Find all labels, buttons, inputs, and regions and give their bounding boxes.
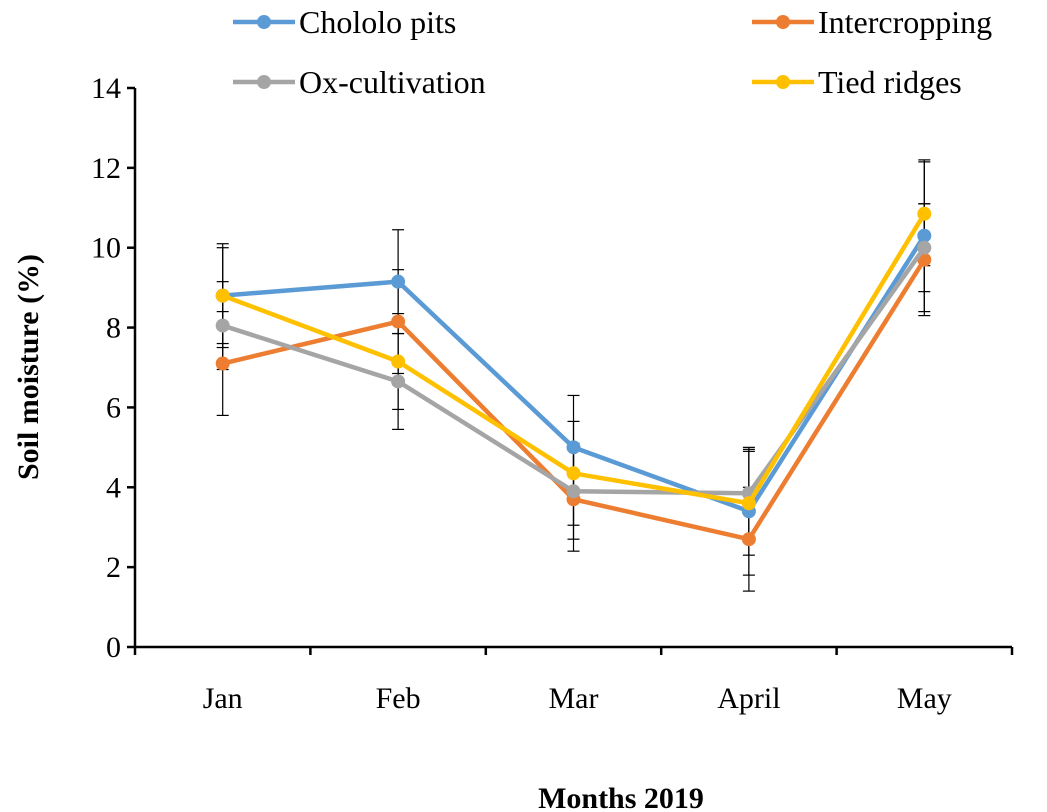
legend-swatch-marker — [776, 75, 790, 89]
y-tick-label: 4 — [106, 471, 121, 504]
y-tick-label: 12 — [91, 152, 121, 185]
data-point — [215, 288, 230, 303]
series-chololo-pits — [215, 228, 932, 519]
series-ox-cultivation — [215, 240, 932, 501]
data-point — [566, 440, 581, 455]
y-tick-label: 6 — [106, 391, 121, 424]
data-point — [741, 532, 756, 547]
y-tick-label: 8 — [106, 312, 121, 345]
legend-label: Intercropping — [818, 4, 992, 40]
y-tick-label: 2 — [106, 551, 121, 584]
data-point — [391, 354, 406, 369]
data-point — [566, 466, 581, 481]
series-group — [215, 206, 932, 547]
x-tick-label: Feb — [376, 682, 421, 715]
data-point — [391, 274, 406, 289]
data-point — [215, 356, 230, 371]
data-point — [215, 318, 230, 333]
legend-entry: Chololo pits — [233, 4, 456, 40]
y-axis-title: Soil moisture (%) — [12, 254, 45, 480]
x-tick-label: Mar — [549, 682, 599, 715]
data-point — [917, 228, 932, 243]
y-tick-label: 0 — [106, 631, 121, 664]
x-tick-label: April — [717, 682, 780, 715]
legend: Chololo pits Intercropping Ox-cultivation T… — [233, 4, 992, 100]
data-point — [741, 496, 756, 511]
legend-label: Chololo pits — [299, 4, 456, 40]
legend-entry: Tied ridges — [752, 64, 962, 100]
series-tied-ridges — [215, 206, 932, 511]
legend-swatch-marker — [257, 15, 271, 29]
error-bars — [216, 159, 931, 592]
y-tick-label: 10 — [91, 232, 121, 265]
data-point — [917, 206, 932, 221]
data-point — [917, 240, 932, 255]
x-tick-label: Jan — [203, 682, 243, 715]
series-intercropping — [215, 252, 932, 547]
x-tick-label: May — [897, 682, 952, 715]
data-point — [391, 374, 406, 389]
legend-entry: Intercropping — [752, 4, 992, 40]
legend-swatch-marker — [257, 75, 271, 89]
data-point — [391, 314, 406, 329]
x-axis-title: Months 2019 — [538, 782, 704, 812]
data-point — [566, 484, 581, 499]
legend-entry: Ox-cultivation — [233, 64, 486, 100]
y-tick-label: 14 — [91, 72, 121, 105]
axes: 0 2 4 6 8 10 12 14 Jan Feb Mar April May — [91, 72, 1014, 715]
legend-label: Ox-cultivation — [299, 64, 486, 100]
legend-swatch-marker — [776, 15, 790, 29]
legend-label: Tied ridges — [818, 64, 962, 100]
